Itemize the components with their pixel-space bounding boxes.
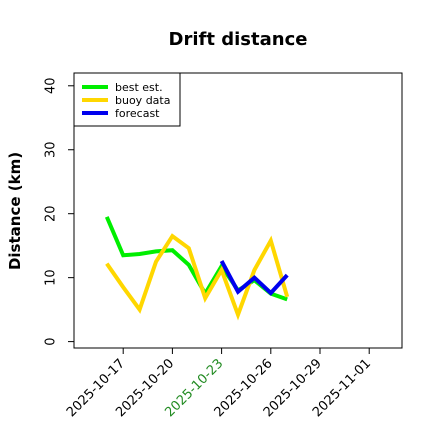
series-line-buoy-data — [105, 233, 290, 321]
legend-label: best est. — [115, 81, 163, 94]
chart-title: Drift distance — [169, 29, 308, 50]
plot-area — [104, 216, 290, 321]
y-tick-label: 40 — [44, 78, 59, 95]
plot-frame — [73, 72, 403, 349]
series-line-forecast — [219, 260, 289, 296]
y-tick-label: 20 — [44, 205, 59, 222]
axes: 0102030402025-10-172025-10-202025-10-232… — [44, 78, 374, 421]
legend-label: buoy data — [115, 94, 170, 107]
y-axis-label: Distance (km) — [6, 152, 24, 270]
y-tick-label: 0 — [44, 337, 59, 345]
y-tick-label: 30 — [44, 141, 59, 158]
legend-label: forecast — [115, 107, 160, 120]
y-tick-label: 10 — [44, 269, 59, 286]
